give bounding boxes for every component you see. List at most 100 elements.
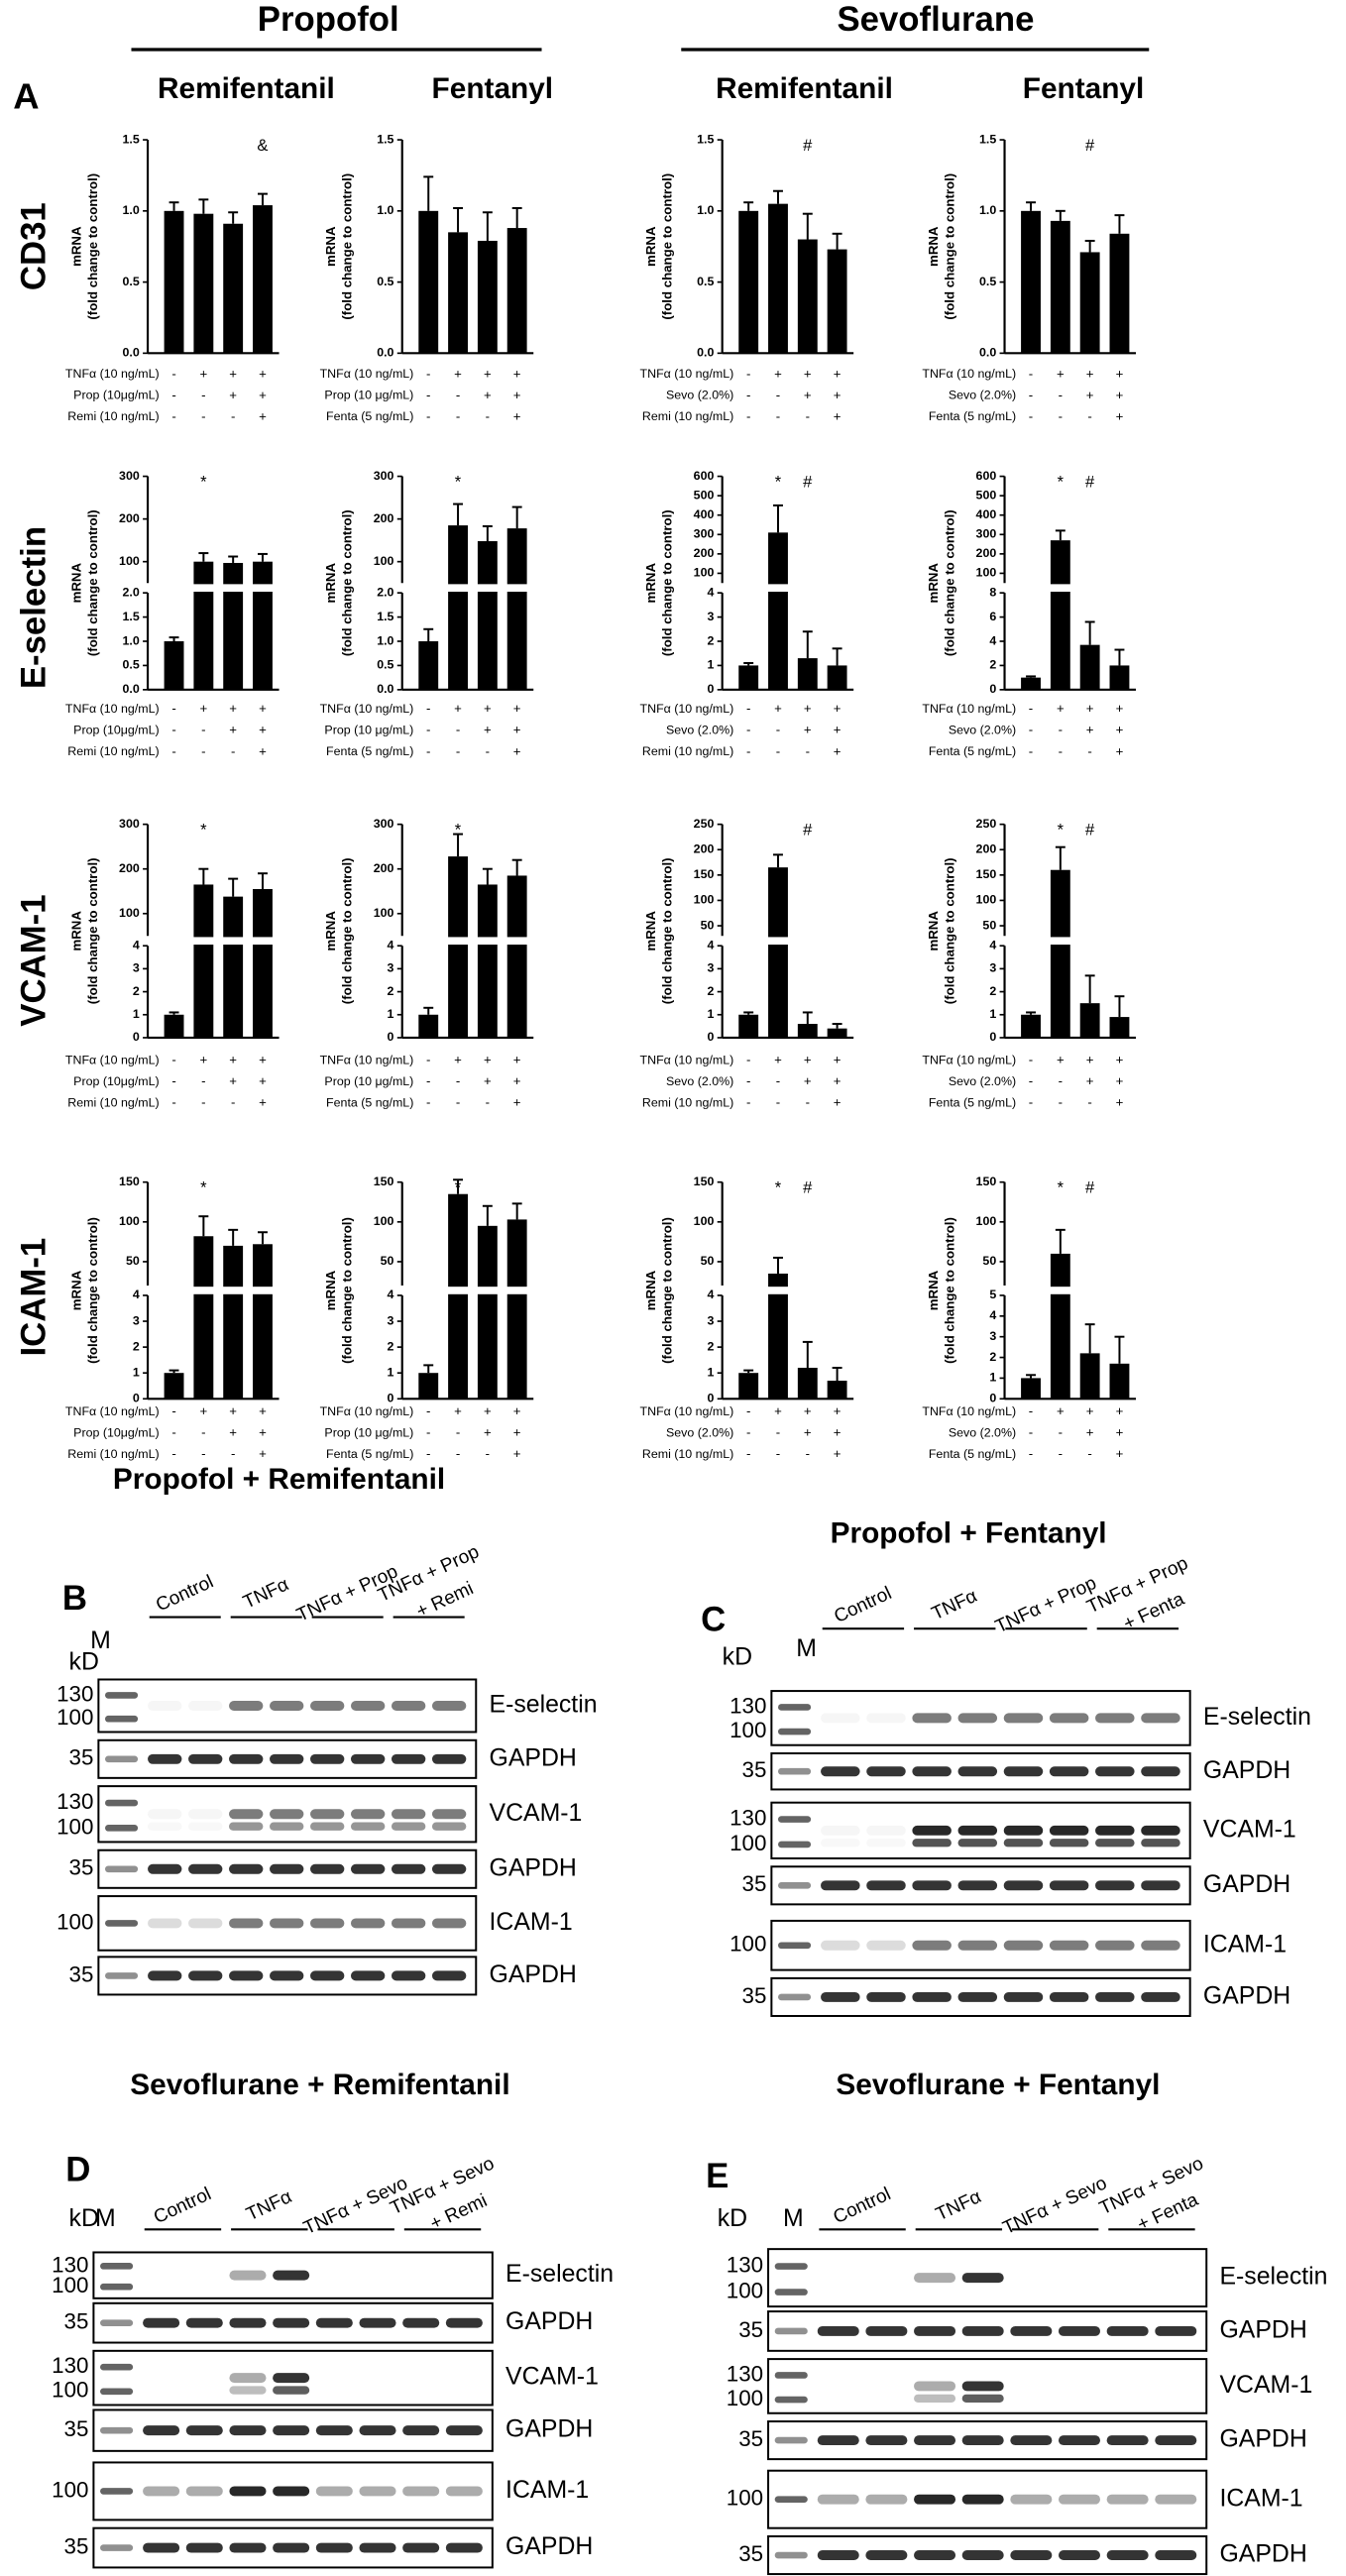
treatment-label: Sevo (2.0%) xyxy=(666,724,733,737)
significance-marker: # xyxy=(1085,821,1095,840)
treatment-label: TNFα (10 ng/mL) xyxy=(65,1053,160,1066)
ladder-band xyxy=(774,2372,808,2379)
band xyxy=(1003,1825,1044,1836)
kd-unit: kD xyxy=(69,2205,99,2232)
axis-break xyxy=(398,584,534,592)
significance-marker: # xyxy=(1085,473,1095,492)
treatment-sign: + xyxy=(259,408,267,423)
treatment-sign: - xyxy=(776,723,780,737)
bar xyxy=(253,1244,273,1400)
band xyxy=(188,1823,222,1831)
y-tick-label: 200 xyxy=(119,861,140,875)
bar xyxy=(1109,1363,1130,1400)
band xyxy=(188,1753,223,1764)
treatment-sign: + xyxy=(1086,1053,1094,1067)
band xyxy=(402,2317,440,2328)
bar xyxy=(506,1219,527,1400)
bar xyxy=(193,884,214,1038)
kd-label: 100 xyxy=(727,2279,763,2303)
treatment-sign: + xyxy=(774,1403,782,1418)
y-axis-label: (fold change to control) xyxy=(660,1217,675,1364)
treatment-label: TNFα (10 ng/mL) xyxy=(922,1053,1016,1066)
bar xyxy=(768,532,788,690)
band xyxy=(1049,1766,1089,1777)
treatment-sign: - xyxy=(1059,1446,1063,1461)
y-tick-label: 50 xyxy=(982,918,996,932)
y-axis-label: mRNA xyxy=(323,1270,338,1310)
kd-unit: kD xyxy=(718,2205,747,2232)
band xyxy=(188,1701,223,1711)
band xyxy=(1003,1880,1044,1891)
treatment-sign: + xyxy=(259,388,267,402)
band xyxy=(229,2542,267,2553)
group-label: Control xyxy=(153,1571,216,1616)
treatment-sign: + xyxy=(513,1425,521,1440)
band xyxy=(229,1753,264,1764)
kd-label: 130 xyxy=(52,2252,88,2277)
treatment-sign: + xyxy=(259,743,267,758)
blot-row-label: GAPDH xyxy=(490,1854,577,1881)
band xyxy=(391,1753,426,1764)
axis-break xyxy=(1001,1287,1137,1294)
treatment-sign: + xyxy=(454,1053,462,1067)
treatment-label: Sevo (2.0%) xyxy=(949,724,1016,737)
treatment-sign: + xyxy=(834,1403,841,1418)
treatment-sign: - xyxy=(201,723,205,737)
band xyxy=(821,1839,860,1847)
band xyxy=(148,1701,182,1711)
kd-label: 100 xyxy=(729,1932,766,1957)
y-axis-label: (fold change to control) xyxy=(85,509,100,656)
y-tick-label: 300 xyxy=(694,527,715,541)
treatment-sign: + xyxy=(804,1403,812,1418)
row-label: ICAM-1 xyxy=(16,1238,54,1357)
bar xyxy=(1079,1353,1100,1400)
treatment-label: Sevo (2.0%) xyxy=(666,389,733,402)
y-axis-label: mRNA xyxy=(68,563,83,604)
blot-row-label: VCAM-1 xyxy=(505,2364,599,2391)
treatment-label: Remi (10 ng/mL) xyxy=(642,1447,733,1461)
bar xyxy=(1079,252,1100,354)
kd-label: 130 xyxy=(727,2361,763,2386)
bar xyxy=(164,1373,184,1400)
band xyxy=(310,1753,345,1764)
axis-break xyxy=(144,937,280,946)
treatment-sign: - xyxy=(456,1446,460,1461)
y-tick-label: 100 xyxy=(119,554,140,568)
treatment-sign: - xyxy=(426,723,430,737)
y-tick-label: 100 xyxy=(374,1214,394,1228)
significance-marker: * xyxy=(775,1178,782,1197)
band xyxy=(445,2486,483,2497)
band xyxy=(1095,1766,1135,1777)
kd-label: 100 xyxy=(52,2477,88,2502)
band xyxy=(310,1918,345,1929)
y-tick-label: 100 xyxy=(119,906,140,920)
y-tick-label: 200 xyxy=(374,861,394,875)
y-axis-label: (fold change to control) xyxy=(660,857,675,1004)
y-tick-label: 1 xyxy=(989,1371,996,1385)
treatment-sign: - xyxy=(201,1073,205,1088)
axis-break xyxy=(398,1287,534,1294)
band xyxy=(229,1970,264,1981)
y-tick-label: 1.5 xyxy=(123,132,140,146)
treatment-sign: + xyxy=(1116,1446,1124,1461)
y-tick-label: 0 xyxy=(388,1392,394,1405)
bar xyxy=(253,561,273,690)
significance-marker: * xyxy=(200,473,207,492)
treatment-sign: - xyxy=(1059,1425,1063,1440)
treatment-label: TNFα (10 ng/mL) xyxy=(640,367,734,381)
band xyxy=(273,2486,310,2497)
y-tick-label: 0.0 xyxy=(697,346,714,360)
treatment-sign: - xyxy=(1029,1425,1033,1440)
band xyxy=(1058,2325,1100,2336)
band xyxy=(148,1809,182,1820)
treatment-label: Fenta (5 ng/mL) xyxy=(929,744,1016,758)
treatment-sign: + xyxy=(484,1073,492,1088)
treatment-sign: + xyxy=(229,1425,237,1440)
kd-label: 100 xyxy=(56,1909,93,1934)
significance-marker: * xyxy=(775,473,782,492)
band xyxy=(185,2425,223,2436)
treatment-sign: - xyxy=(171,1095,175,1110)
band xyxy=(229,2486,267,2497)
ladder-band xyxy=(774,2396,808,2404)
treatment-sign: + xyxy=(513,743,521,758)
